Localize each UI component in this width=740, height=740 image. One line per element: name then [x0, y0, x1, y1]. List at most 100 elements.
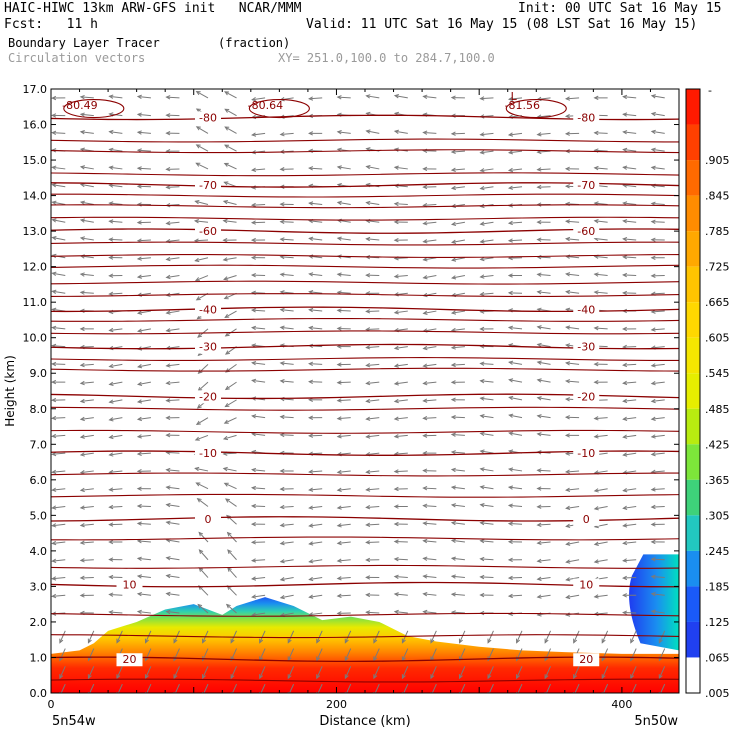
- vector-arrowhead: [279, 486, 285, 492]
- vector-arrow: [52, 272, 66, 277]
- vector-arrowhead: [224, 402, 230, 408]
- corner-label-right: 5n50w: [634, 714, 678, 729]
- vector-arrowhead: [622, 254, 628, 260]
- vector-arrowhead: [479, 150, 485, 155]
- vector-arrow: [394, 203, 408, 205]
- vector-arrowhead: [450, 131, 456, 136]
- vector-arrowhead: [393, 219, 399, 225]
- vector-arrowhead: [536, 378, 542, 383]
- vector-arrowhead: [51, 433, 57, 439]
- vector-arrowhead: [279, 577, 285, 582]
- vector-arrowhead: [316, 674, 321, 680]
- vector-arrowhead: [508, 360, 514, 365]
- vector-arrow: [651, 130, 665, 134]
- vector-arrowhead: [279, 325, 285, 330]
- vector-arrowhead: [564, 166, 570, 171]
- vector-arrow: [509, 150, 523, 154]
- vector-arrow: [508, 239, 523, 242]
- vector-arrow: [651, 505, 665, 508]
- vector-arrowhead: [593, 326, 599, 331]
- vector-arrowhead: [196, 497, 202, 503]
- vector-arrow: [287, 630, 295, 643]
- vector-arrowhead: [225, 603, 231, 609]
- vector-arrow: [137, 239, 151, 242]
- vector-arrowhead: [51, 505, 57, 510]
- vector-arrowhead: [650, 273, 656, 278]
- tracer-region: [51, 597, 679, 693]
- vector-arrow: [344, 648, 352, 661]
- vector-arrowhead: [79, 112, 85, 117]
- vector-arrow: [459, 630, 466, 643]
- vector-arrowhead: [51, 576, 57, 581]
- vector-arrowhead: [373, 656, 378, 662]
- y-tick-label: 7.0: [30, 438, 48, 451]
- vector-arrowhead: [51, 148, 57, 153]
- vector-arrowhead: [230, 638, 235, 644]
- vector-arrowhead: [422, 574, 428, 579]
- vector-arrowhead: [251, 467, 257, 473]
- vector-arrow: [117, 683, 123, 693]
- vector-arrow: [166, 114, 180, 117]
- vector-arrow: [651, 184, 665, 188]
- colorbar-label: .665: [705, 296, 730, 309]
- contour-label: -60: [577, 225, 595, 238]
- vector-arrow: [226, 604, 237, 614]
- vector-arrowhead: [650, 452, 656, 457]
- vector-arrow: [394, 575, 408, 579]
- vector-arrow: [309, 541, 323, 545]
- vector-arrow: [394, 257, 408, 259]
- vector-arrow: [537, 397, 551, 401]
- vector-arrow: [89, 683, 95, 693]
- vector-arrowhead: [59, 674, 64, 680]
- vector-arrow: [366, 399, 380, 402]
- vector-arrowhead: [279, 237, 285, 242]
- vector-arrowhead: [536, 325, 542, 330]
- vector-arrowhead: [279, 559, 285, 564]
- vector-arrow: [394, 452, 408, 455]
- vector-arrow: [623, 220, 637, 223]
- vector-arrowhead: [507, 611, 513, 617]
- isotherm-line: [51, 193, 679, 198]
- vector-arrowhead: [108, 94, 114, 99]
- vector-arrowhead: [165, 113, 171, 118]
- vector-arrow: [252, 559, 266, 562]
- vector-arrow: [566, 326, 580, 330]
- vector-arrow: [337, 166, 351, 170]
- vector-arrowhead: [250, 503, 256, 509]
- vector-arrowhead: [365, 469, 371, 475]
- vector-arrowhead: [51, 218, 57, 223]
- vector-arrowhead: [479, 361, 485, 366]
- vector-arrowhead: [450, 503, 456, 508]
- vector-arrowhead: [250, 273, 256, 278]
- vector-arrowhead: [336, 130, 342, 135]
- vector-arrow: [52, 434, 66, 437]
- vector-arrowhead: [422, 363, 428, 368]
- contour-label: 20: [123, 653, 137, 666]
- vector-arrowhead: [287, 674, 292, 680]
- vector-arrow: [109, 434, 123, 438]
- vector-arrow: [623, 346, 637, 348]
- vector-arrow: [280, 273, 294, 277]
- vector-arrow: [452, 275, 466, 279]
- vector-arrowhead: [308, 166, 314, 171]
- vector-arrow: [423, 557, 437, 561]
- vector-arrowhead: [479, 592, 485, 598]
- vector-arrowhead: [316, 656, 321, 662]
- vector-arrow: [537, 115, 551, 118]
- vector-arrowhead: [195, 144, 201, 149]
- vector-arrow: [430, 666, 437, 679]
- vector-arrowhead: [336, 326, 342, 331]
- isotherm-line: [51, 367, 679, 372]
- vector-arrowhead: [536, 396, 542, 401]
- vector-arrow: [366, 523, 380, 526]
- vector-arrowhead: [622, 130, 628, 135]
- contour-label: -80: [199, 111, 217, 124]
- vector-arrow: [166, 469, 180, 472]
- vector-arrow: [337, 96, 351, 99]
- vector-arrowhead: [222, 257, 228, 262]
- vector-arrow: [366, 611, 380, 614]
- vector-arrow: [537, 273, 551, 277]
- vector-arrow: [52, 219, 66, 223]
- y-tick-label: 9.0: [30, 367, 48, 380]
- vector-arrow: [116, 630, 123, 643]
